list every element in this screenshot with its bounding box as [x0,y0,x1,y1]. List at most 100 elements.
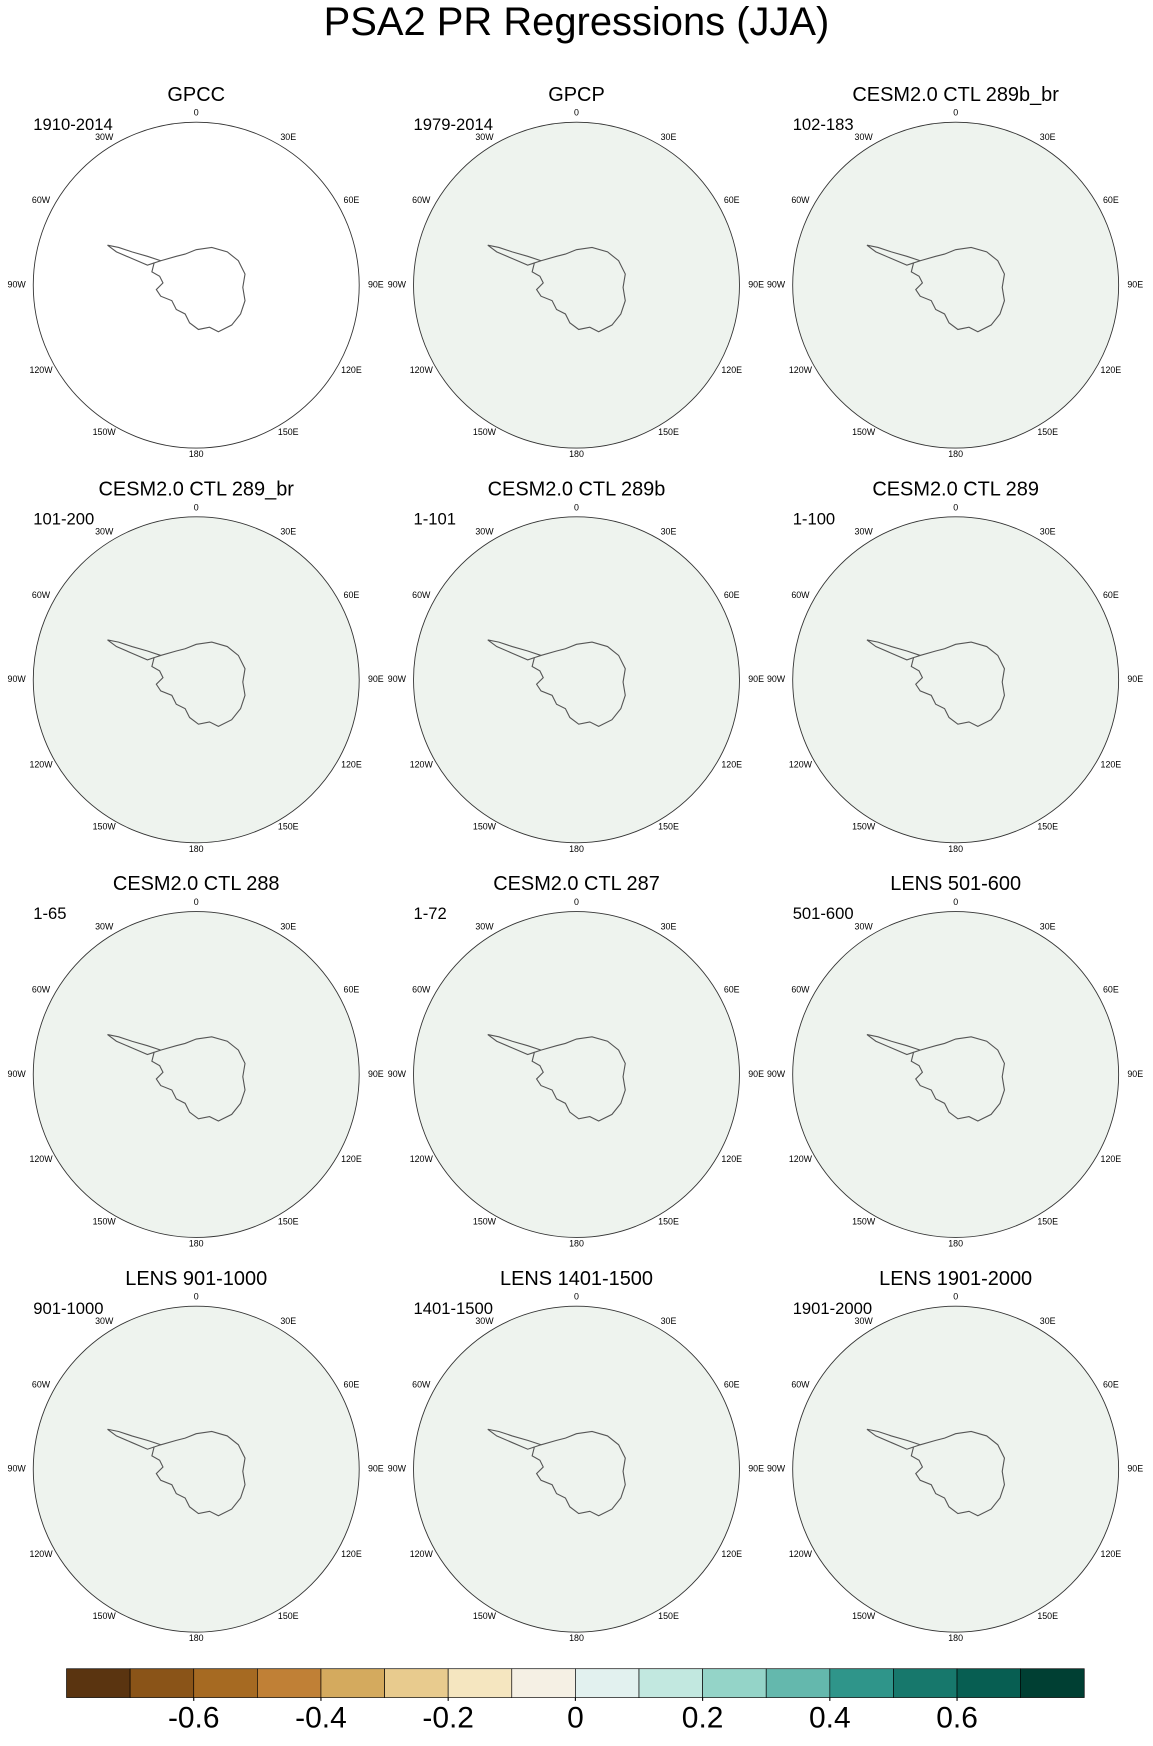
longitude-label: 30W [95,527,114,537]
longitude-label: 60W [32,1379,51,1389]
antarctica-outline [151,1036,246,1122]
longitude-label: 120W [789,760,813,770]
longitude-label: 150W [473,1216,497,1226]
colorbar-box [320,1668,385,1698]
longitude-label: 150E [278,427,299,437]
map-disk [792,911,1120,1238]
longitude-label: 180 [189,1238,204,1248]
map-panel: CESM2.0 CTL 289 1-100 0 30E 60E 90E 120E 150E 18… [767,478,1143,853]
longitude-label: 90E [368,1464,384,1474]
longitude-label: 60E [1103,195,1119,205]
longitude-label: 60E [1103,590,1119,600]
longitude-label: 120W [410,760,434,770]
map-panel: LENS 1901-2000 1901-2000 0 30E 60E 90E 120E 150… [767,1268,1143,1643]
panel-period: 101-200 [33,510,94,529]
longitude-label: 150E [278,1611,299,1621]
longitude-label: 60E [1103,985,1119,995]
longitude-label: 30E [1040,1316,1056,1326]
longitude-label: 30E [280,1316,296,1326]
longitude-label: 60E [724,195,740,205]
map-panel: CESM2.0 CTL 289b 1-101 0 30E 60E 90E 120E 150E 1… [388,478,764,853]
longitude-label: 90W [767,1069,786,1079]
longitude-label: 60E [344,985,360,995]
longitude-label: 120E [1101,760,1122,770]
panel-title: CESM2.0 CTL 288 [113,873,280,895]
colorbar-tick-label: 0 [567,1702,584,1735]
longitude-label: 0 [953,502,958,512]
antarctica-outline [910,246,1006,333]
longitude-label: 30W [855,1316,874,1326]
colorbar-box [257,1668,322,1698]
longitude-label: 90E [368,674,384,684]
longitude-label: 60W [412,195,431,205]
panel-period: 1901-2000 [793,1299,872,1318]
panel-title: CESM2.0 CTL 289_br [99,478,295,500]
peninsula-outline [487,244,542,266]
longitude-label: 60E [1103,1379,1119,1389]
longitude-label: 90E [1127,1069,1143,1079]
longitude-label: 90E [1127,674,1143,684]
longitude-label: 150W [93,1216,117,1226]
longitude-label: 150W [473,1611,497,1621]
longitude-label: 30E [661,921,677,931]
panel-title: LENS 1901-2000 [879,1268,1032,1290]
longitude-label: 60E [344,195,360,205]
map-disk [413,911,740,1238]
colorbar-tick-label: 0.2 [682,1702,724,1735]
longitude-label: 150W [852,1611,876,1621]
longitude-label: 0 [194,502,199,512]
longitude-label: 0 [574,897,579,907]
antarctica-outline [531,1430,626,1517]
peninsula-outline [107,244,161,266]
map-disk [32,911,360,1238]
panel-period: 501-600 [793,904,854,923]
colorbar-box [956,1668,1021,1698]
longitude-label: 150W [852,822,876,832]
longitude-label: 120E [341,1154,362,1164]
longitude-label: 150E [1037,427,1058,437]
longitude-label: 180 [569,844,584,854]
longitude-label: 60W [791,985,810,995]
peninsula-outline [107,639,161,661]
longitude-label: 90E [748,1069,764,1079]
longitude-label: 120E [1101,1549,1122,1559]
panel-title: GPCP [548,84,605,106]
longitude-label: 120E [341,1549,362,1559]
longitude-label: 150E [658,1611,679,1621]
longitude-label: 90E [1127,1464,1143,1474]
colorbar-box [384,1668,449,1698]
map-disk [413,1305,740,1633]
colorbar-box [129,1668,195,1698]
longitude-label: 150E [658,822,679,832]
longitude-label: 90W [8,1464,27,1474]
longitude-label: 0 [574,108,579,118]
longitude-label: 180 [948,449,963,459]
longitude-label: 150W [473,427,497,437]
longitude-label: 90W [388,279,407,289]
colorbar-box [765,1668,831,1698]
panel-title: CESM2.0 CTL 289b [488,478,666,500]
longitude-label: 180 [189,449,204,459]
longitude-label: 30W [95,1316,114,1326]
longitude-label: 30E [661,527,677,537]
peninsula-outline [107,1034,161,1056]
longitude-label: 150W [852,427,876,437]
panel-title: LENS 901-1000 [125,1268,267,1290]
longitude-label: 180 [569,1238,584,1248]
map-disk [32,1305,360,1633]
panel-period: 1-100 [793,510,835,529]
longitude-label: 30E [1040,132,1056,142]
antarctica-outline [910,641,1006,727]
colorbar-box [66,1668,131,1698]
longitude-label: 150E [278,1216,299,1226]
longitude-label: 90E [368,1069,384,1079]
longitude-label: 120E [721,1154,742,1164]
peninsula-outline [487,1034,542,1056]
longitude-label: 150W [93,427,117,437]
colorbar-box [893,1668,958,1698]
map-disk [32,121,360,449]
longitude-label: 90E [748,674,764,684]
longitude-label: 60E [344,590,360,600]
longitude-label: 30W [95,921,114,931]
longitude-label: 120E [721,760,742,770]
